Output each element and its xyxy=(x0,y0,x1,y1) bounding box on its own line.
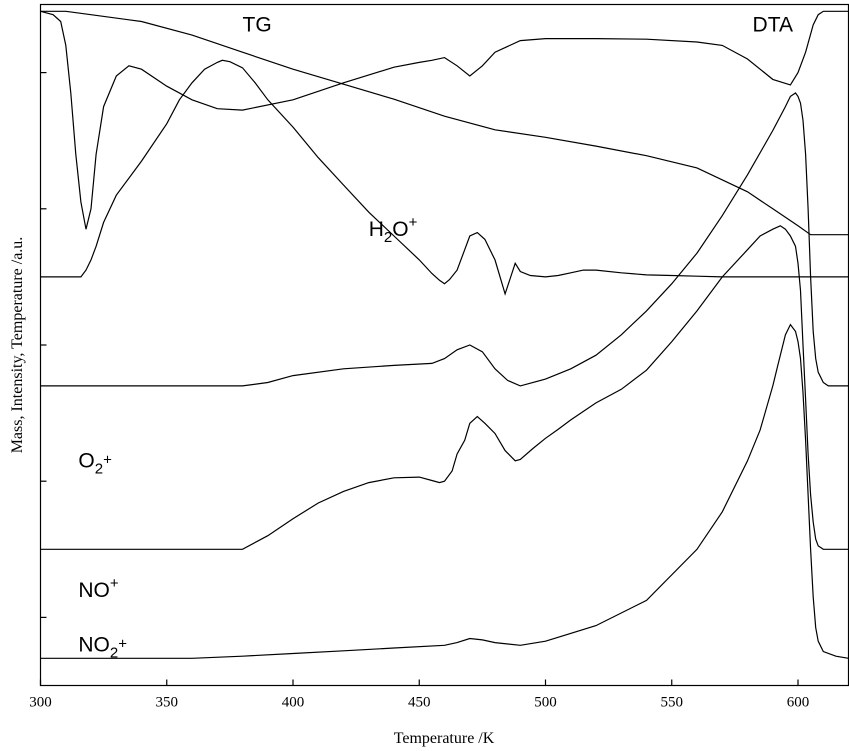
plot-frame xyxy=(39,3,849,687)
annotations: TG DTA H2O+ O2+ NO+ NO2+ xyxy=(78,14,793,662)
series-line-0 xyxy=(40,10,849,236)
series-line-5 xyxy=(40,323,849,659)
x-tick-label-1: 350 xyxy=(156,695,179,711)
axis-ticks xyxy=(39,71,799,686)
annotation-4: NO+ xyxy=(78,575,119,602)
series-line-1 xyxy=(40,10,849,230)
x-axis-label: Temperature /K xyxy=(394,730,495,747)
x-tick-label-3: 450 xyxy=(408,695,431,711)
series-line-4 xyxy=(40,225,849,550)
annotation-0: TG xyxy=(243,14,272,37)
x-tick-label-5: 550 xyxy=(661,695,684,711)
annotation-1: DTA xyxy=(753,14,793,37)
x-tick-label-6: 600 xyxy=(787,695,810,711)
annotation-5: NO2+ xyxy=(78,633,127,661)
series-line-2 xyxy=(40,59,849,296)
annotation-3: O2+ xyxy=(78,450,112,478)
x-tick-label-4: 500 xyxy=(534,695,557,711)
y-axis-label: Mass, Intensity, Temperature /a.u. xyxy=(9,237,26,454)
x-tick-labels: 300 350 400 450 500 550 600 xyxy=(29,695,809,711)
annotation-2: H2O+ xyxy=(369,214,418,246)
series-line-3 xyxy=(40,92,849,387)
x-tick-label-0: 300 xyxy=(29,695,52,711)
series-group xyxy=(40,10,849,659)
x-tick-label-2: 400 xyxy=(282,695,305,711)
